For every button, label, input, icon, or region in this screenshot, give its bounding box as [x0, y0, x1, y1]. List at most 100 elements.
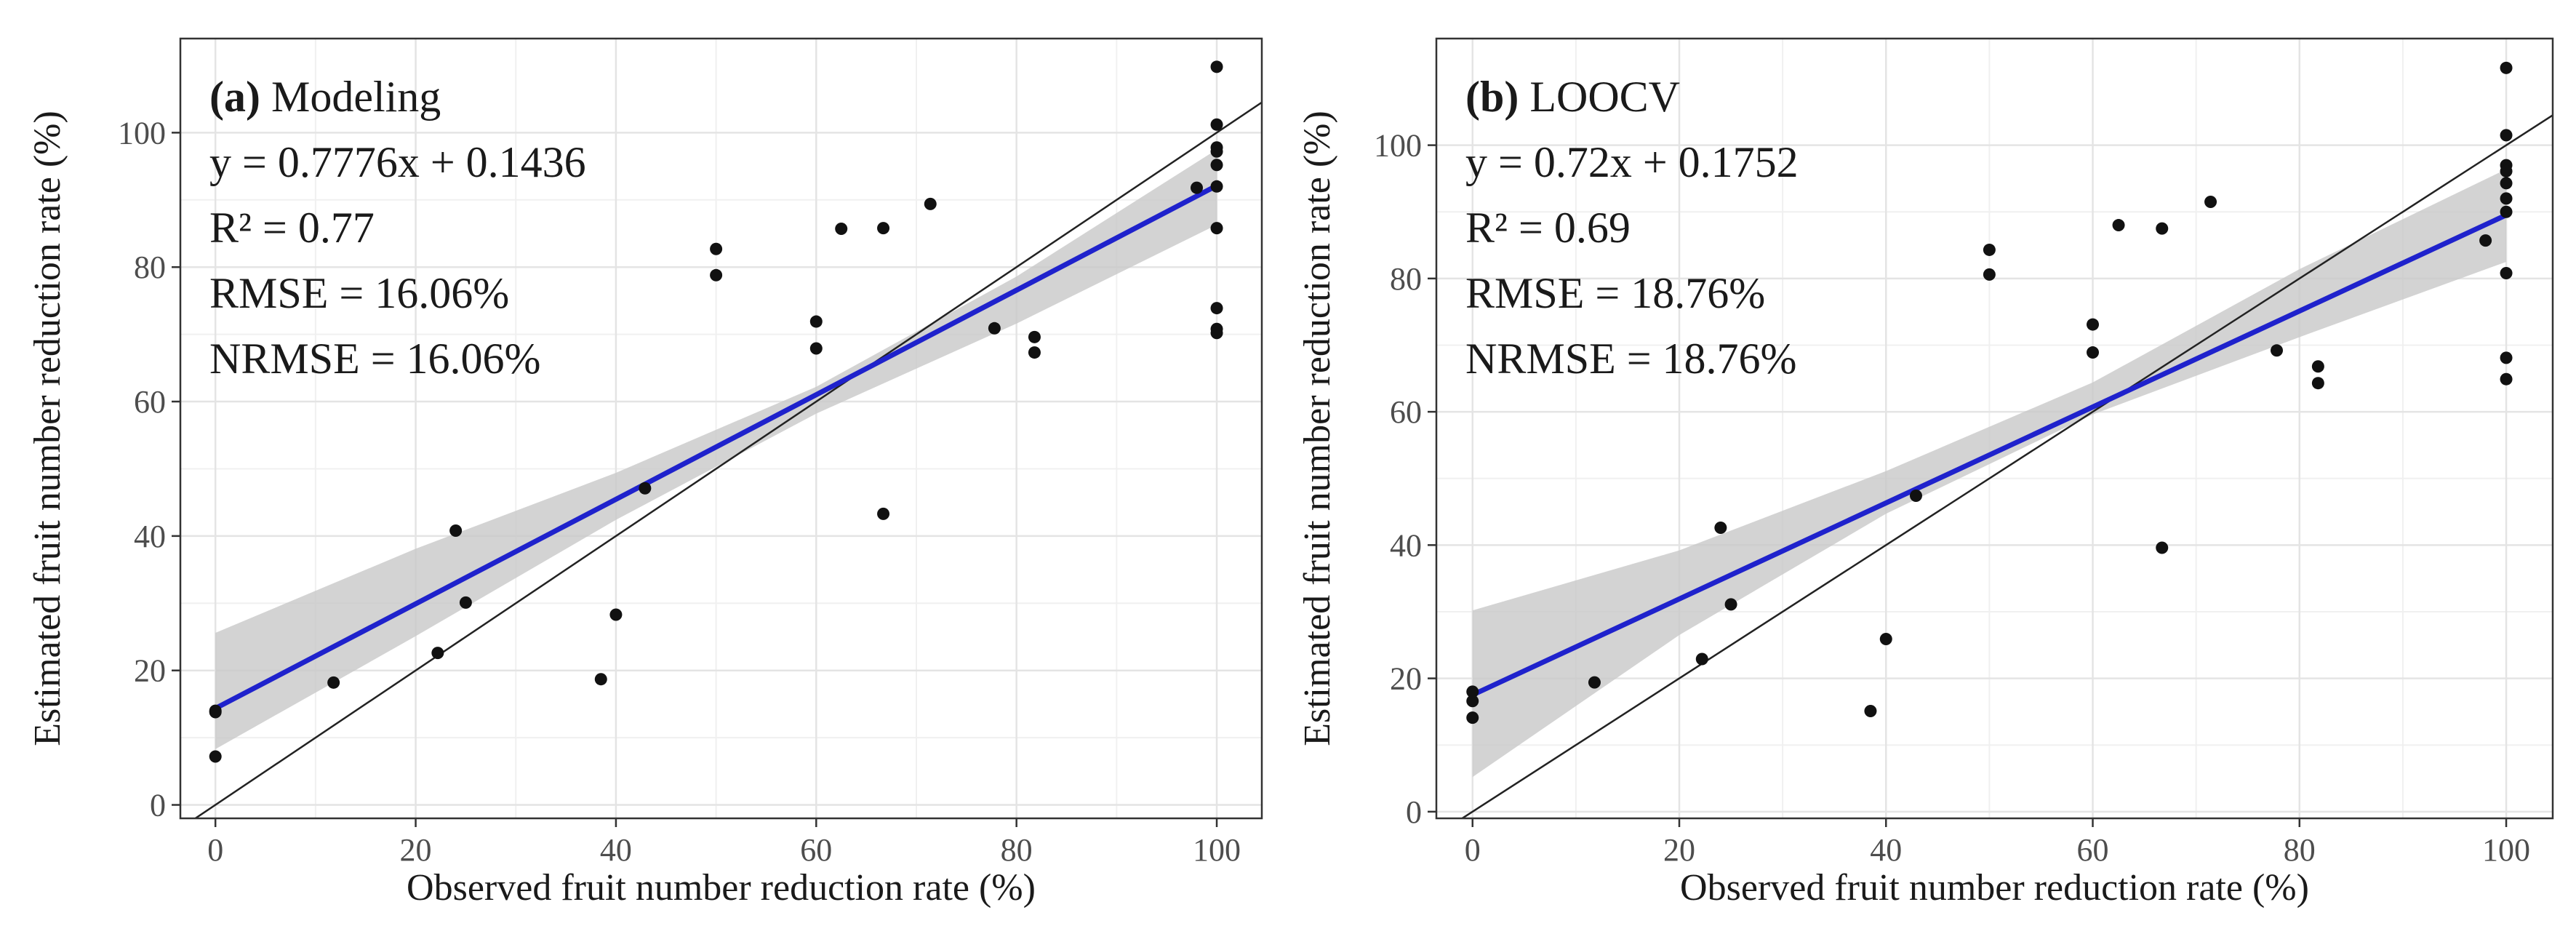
x-tick-label: 20	[1663, 832, 1695, 868]
y-axis-title: Estimated fruit number reduction rate (%…	[27, 111, 68, 746]
data-point	[2500, 177, 2513, 190]
data-point	[710, 268, 723, 282]
panel-a-modeling: 0 20 40 60 80 100 0 20 40 60 80 100 Observed fruit n…	[27, 37, 1263, 909]
data-point	[609, 608, 623, 621]
data-point	[1879, 633, 1892, 646]
data-point	[988, 322, 1001, 335]
plot-area	[193, 60, 1262, 818]
major-grid	[1436, 39, 2553, 818]
stat-annotation: NRMSE = 18.76%	[1465, 335, 1797, 383]
x-axis-title: Observed fruit number reduction rate (%)	[407, 867, 1036, 909]
stat-annotation: RMSE = 18.76%	[1465, 269, 1765, 317]
data-point	[2311, 377, 2324, 390]
panel-heading: (a) Modeling	[209, 73, 441, 121]
data-point	[1210, 222, 1223, 235]
y-tick-label: 100	[118, 115, 166, 151]
regression-line	[214, 183, 1218, 711]
data-point	[1983, 243, 1996, 256]
data-point	[2500, 61, 2513, 74]
x-tick-label: 80	[1001, 832, 1033, 868]
data-point	[877, 507, 890, 520]
data-point	[924, 197, 937, 210]
data-point	[835, 223, 848, 236]
data-point	[209, 750, 222, 763]
y-tick-label: 80	[1390, 261, 1422, 297]
data-point	[1210, 118, 1223, 131]
data-point	[1466, 695, 1479, 708]
panel-label: (b)	[1465, 73, 1519, 121]
data-point	[1466, 711, 1479, 725]
stat-annotation: R² = 0.77	[209, 204, 375, 252]
x-axis-title: Observed fruit number reduction rate (%)	[1680, 867, 2309, 909]
x-tick-label: 60	[2077, 832, 2109, 868]
minor-grid	[180, 39, 1262, 818]
y-tick-label: 20	[134, 653, 166, 689]
data-point	[2500, 205, 2513, 218]
regression-line	[1471, 212, 2508, 698]
data-point	[1466, 685, 1479, 698]
panel-label: (a)	[209, 73, 260, 121]
stat-annotation: RMSE = 16.06%	[209, 269, 509, 317]
plot-area	[1460, 61, 2553, 818]
data-points	[1466, 61, 2513, 725]
data-point	[809, 315, 823, 328]
data-point	[2204, 195, 2217, 208]
x-tick-label: 100	[1193, 832, 1241, 868]
panel-name: Modeling	[271, 73, 441, 121]
data-point	[327, 676, 340, 689]
data-point	[1983, 268, 1996, 281]
data-point	[877, 222, 890, 235]
data-point	[2500, 164, 2513, 177]
stat-annotation: y = 0.7776x + 0.1436	[209, 138, 586, 186]
plot-border	[179, 37, 1263, 820]
data-point	[209, 706, 222, 719]
x-tick-label: 80	[2284, 832, 2316, 868]
data-point	[1864, 704, 1877, 717]
y-tick-label: 20	[1390, 661, 1422, 697]
data-point	[2087, 318, 2100, 331]
panel-b-loocv: 0 20 40 60 80 100 0 20 40 60 80 100 Observed fruit n…	[1297, 37, 2554, 909]
y-tick-label: 100	[1374, 128, 1422, 164]
x-tick-label: 40	[1870, 832, 1902, 868]
data-point	[2500, 192, 2513, 205]
y-tick-label: 0	[1406, 794, 1422, 830]
data-point	[1588, 676, 1601, 689]
data-point	[2500, 267, 2513, 280]
data-point	[2500, 372, 2513, 386]
x-tick-label: 0	[207, 832, 223, 868]
data-point	[639, 482, 652, 495]
y-tick-label: 80	[134, 250, 166, 285]
stat-annotation: R² = 0.69	[1465, 204, 1631, 252]
data-point	[2112, 219, 2125, 232]
data-point	[1028, 346, 1041, 359]
data-point	[1909, 490, 1922, 503]
panel-name: LOOCV	[1529, 73, 1680, 121]
data-point	[2156, 541, 2169, 554]
data-point	[1714, 522, 1727, 535]
data-point	[2311, 360, 2324, 373]
data-point	[1210, 145, 1223, 158]
y-tick-label: 60	[1390, 394, 1422, 430]
data-point	[459, 596, 472, 609]
x-tick-label: 40	[600, 832, 632, 868]
data-point	[1724, 598, 1737, 611]
x-tick-label: 100	[2482, 832, 2530, 868]
data-point	[1210, 159, 1223, 172]
one-to-one-line	[193, 101, 1262, 818]
data-point	[431, 647, 444, 660]
x-tick-label: 60	[800, 832, 832, 868]
stat-annotation: NRMSE = 16.06%	[209, 335, 541, 383]
data-point	[2271, 344, 2284, 357]
data-points	[209, 60, 1223, 763]
y-tick-label: 40	[1390, 527, 1422, 563]
data-point	[2156, 222, 2169, 235]
data-point	[1210, 327, 1223, 340]
data-point	[1210, 302, 1223, 315]
confidence-band	[1472, 169, 2507, 778]
x-tick-label: 20	[400, 832, 432, 868]
data-point	[1695, 652, 1708, 666]
data-point	[1191, 181, 1204, 194]
data-point	[2500, 351, 2513, 364]
y-tick-label: 40	[134, 519, 166, 554]
panel-heading: (b) LOOCV	[1465, 73, 1680, 121]
